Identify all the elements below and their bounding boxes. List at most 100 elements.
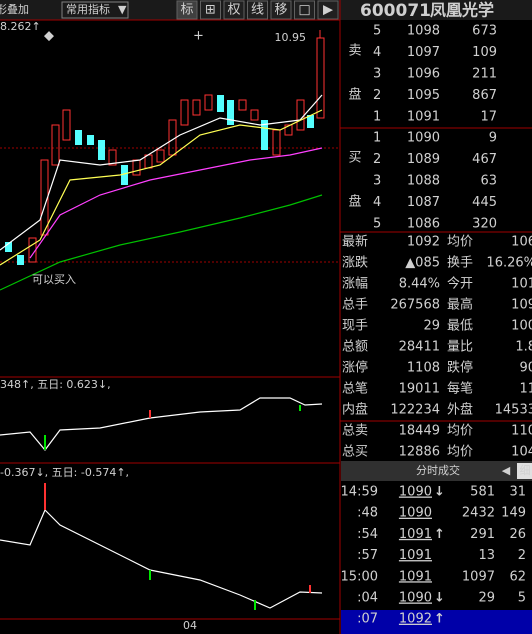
stat-label: 涨跌 — [342, 255, 368, 271]
chart-label: 8.262↑ — [0, 20, 41, 33]
chart-shape — [192, 99, 201, 116]
stat-label: 总笔 — [342, 381, 368, 397]
stat-value: 28411 — [399, 340, 440, 355]
trade-price: 1091 — [399, 527, 432, 542]
trade-price: 1090 — [399, 485, 432, 500]
chart-shape — [121, 165, 128, 185]
trade-volume: 2432 — [462, 506, 495, 521]
stat-label: 最低 — [447, 319, 473, 334]
stat-label: 涨幅 — [342, 277, 368, 292]
stat-value: 109 — [511, 298, 532, 313]
stat-label: 总额 — [342, 340, 368, 355]
trade-price: 1090 — [399, 506, 432, 521]
trade-dir: ↓ — [434, 591, 445, 606]
stat-label: 最新 — [342, 234, 368, 250]
stat-label: 最高 — [447, 297, 473, 313]
tab-detail[interactable]: 细 — [520, 464, 531, 477]
level: 1 — [373, 110, 381, 125]
chart-shape — [307, 115, 314, 128]
trade-count: 5 — [518, 591, 526, 606]
level: 3 — [373, 67, 381, 82]
toolbar-button-label[interactable]: 权 — [227, 2, 240, 18]
toolbar-button[interactable] — [317, 0, 339, 20]
chart-shape — [28, 30, 325, 263]
chart-shape — [217, 95, 224, 112]
side-label: 卖 — [348, 44, 361, 59]
stat-value: 12886 — [399, 445, 440, 460]
level: 4 — [373, 195, 381, 210]
trade-time: 15:00 — [341, 569, 378, 584]
toolbar-button[interactable] — [223, 0, 245, 20]
price: 1086 — [407, 217, 440, 232]
price: 1087 — [407, 195, 440, 210]
trade-dir: ↑ — [434, 612, 445, 627]
trade-time: :57 — [357, 548, 378, 563]
stat-label: 现手 — [342, 319, 368, 334]
toolbar-button[interactable] — [200, 0, 221, 20]
chart-shape — [0, 194, 323, 291]
indicator-select: 常用指标 — [66, 2, 110, 16]
level: 2 — [373, 88, 381, 103]
chart-shape — [144, 154, 153, 169]
toolbar-button-label[interactable]: ▶ — [323, 3, 333, 18]
chart-shape — [180, 99, 189, 126]
chart-shape — [250, 109, 259, 121]
chart-shape — [0, 109, 323, 266]
toolbar-button[interactable] — [176, 0, 198, 20]
level: 5 — [373, 217, 381, 232]
stat-label: 均价 — [447, 424, 473, 439]
marker: + — [193, 29, 204, 44]
stat-value: 101 — [511, 277, 532, 292]
indicator-header: 348↑, 五日: 0.623↓, — [0, 378, 111, 391]
volume: 63 — [480, 174, 497, 189]
toolbar-button-label[interactable]: 线 — [251, 3, 264, 18]
volume: 673 — [472, 24, 497, 39]
chart-shape — [341, 610, 532, 634]
overlay: 形叠加 — [0, 3, 29, 16]
stat-label: 外盘 — [447, 402, 473, 418]
stat-label: 总买 — [342, 445, 368, 460]
trade-volume: 581 — [470, 485, 495, 500]
stat-value: 106 — [511, 235, 532, 250]
trade-count: 62 — [509, 569, 526, 584]
stat-value: 1.8 — [515, 340, 532, 355]
side-label: 买 — [348, 151, 361, 166]
stat-value: 14533 — [495, 403, 532, 418]
dropdown-arrow[interactable]: ▼ — [118, 3, 127, 16]
tab-prev[interactable]: ◀ — [502, 464, 511, 477]
trade-price: 1091 — [399, 548, 432, 563]
volume: 867 — [472, 88, 497, 103]
trade-time: :54 — [357, 527, 378, 542]
price: 1089 — [407, 152, 440, 167]
stat-value: 8.44% — [399, 277, 440, 292]
toolbar-button[interactable] — [294, 0, 315, 20]
level: 1 — [373, 131, 381, 146]
toolbar-button-label[interactable]: □ — [298, 3, 310, 18]
tab[interactable]: 分时成交 — [416, 463, 460, 477]
stat-value: 19011 — [399, 382, 440, 397]
side-label: 盘 — [348, 194, 361, 210]
chart-shape — [44, 405, 311, 610]
side-label: 盘 — [348, 87, 361, 103]
trade-time: :07 — [357, 612, 378, 627]
toolbar-button-label[interactable]: 移 — [274, 3, 287, 18]
toolbar-button-label[interactable]: 标 — [180, 3, 193, 18]
chart-shape — [316, 37, 325, 119]
volume: 17 — [480, 110, 497, 125]
stat-label: 涨停 — [342, 360, 368, 376]
toolbar-button-label[interactable]: ⊞ — [205, 3, 216, 18]
toolbar-button[interactable] — [247, 0, 268, 20]
trade-dir: ↑ — [434, 527, 445, 542]
chart-shape — [238, 99, 247, 111]
stat-label: 每笔 — [447, 381, 473, 397]
chart-shape — [5, 95, 314, 265]
annotation: 可以买入 — [32, 273, 76, 286]
stat-value: 1108 — [407, 361, 440, 376]
date-label: 04 — [183, 619, 197, 632]
toolbar-button[interactable] — [270, 0, 292, 20]
chart-shape — [5, 242, 12, 252]
chart-shape — [61, 1, 129, 19]
trade-volume: 29 — [478, 591, 495, 606]
chart-shape — [87, 135, 94, 145]
